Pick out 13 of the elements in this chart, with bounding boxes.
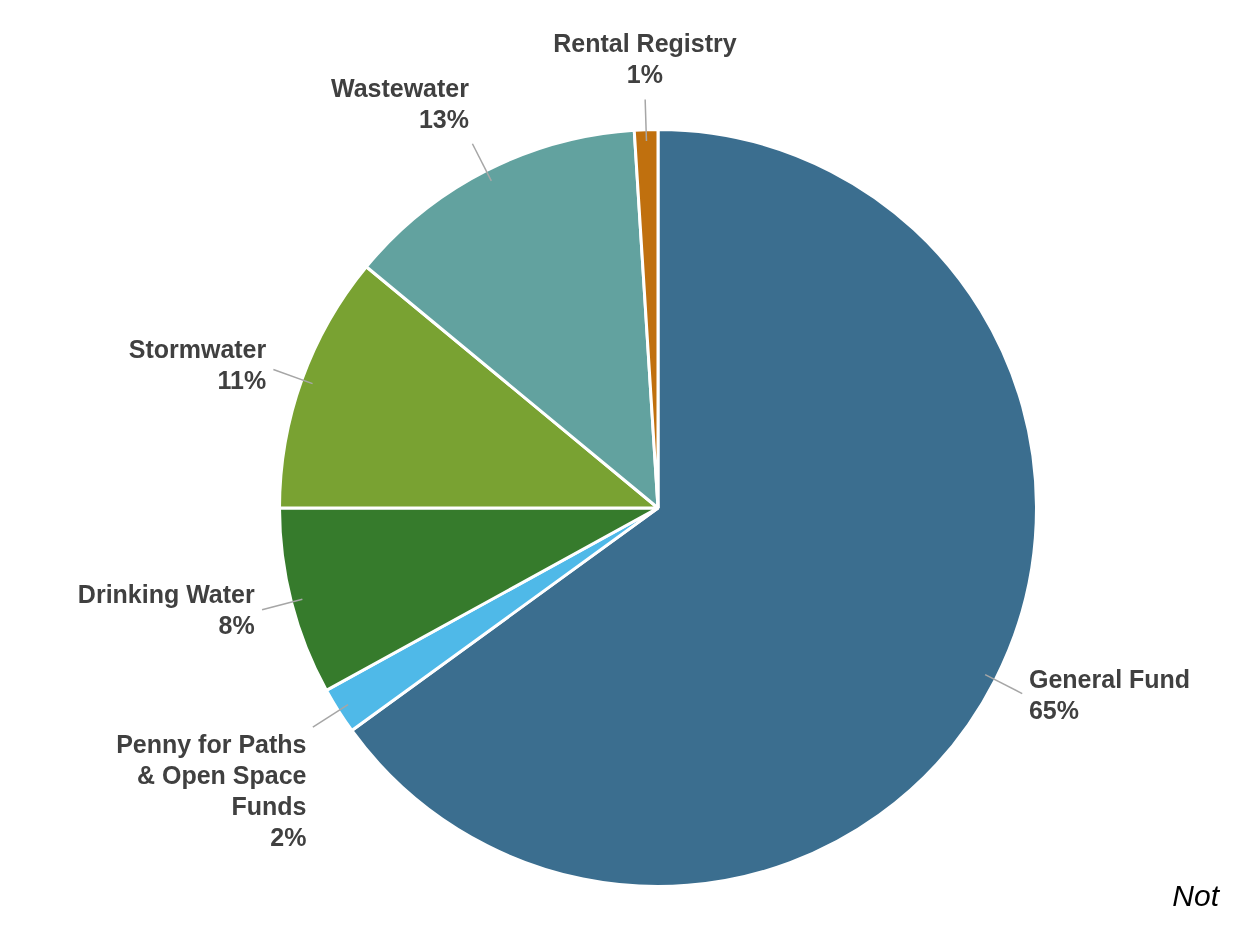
slice-label: Rental Registry [553, 29, 737, 58]
slice-label: General Fund [1028, 665, 1191, 694]
slice-label: Drinking Water [77, 579, 255, 608]
data-label: 65% [1028, 696, 1080, 725]
slice-label: Stormwater [128, 335, 267, 364]
slice-label: Wastewater [330, 74, 470, 103]
text: Not [1172, 879, 1221, 913]
data-label: 13% [418, 105, 469, 134]
data-label: 8% [218, 610, 255, 639]
data-label: 11% [217, 366, 267, 395]
slice-label: Penny for Paths & Open Space Funds [116, 730, 307, 821]
data-label: 2% [270, 823, 307, 852]
data-label: 1% [626, 60, 663, 89]
